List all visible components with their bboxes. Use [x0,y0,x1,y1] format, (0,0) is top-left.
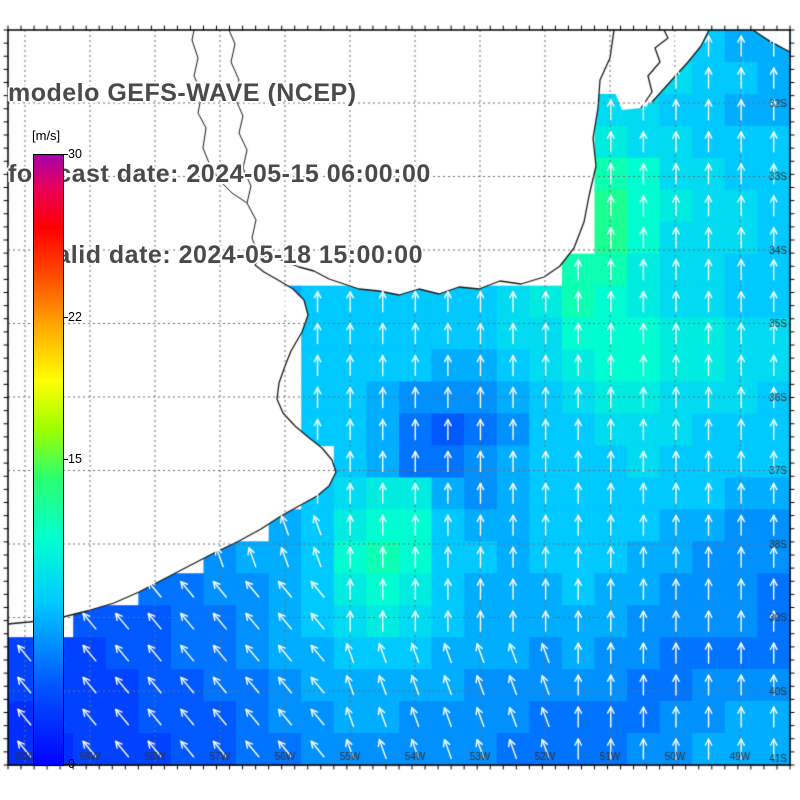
colorbar-tick-label: 22 [68,309,82,324]
colorbar-tick-label: 30 [68,147,82,161]
model-name-title: modelo GEFS-WAVE (NCEP) [8,79,357,107]
colorbar-unit-label: [m/s] [30,128,63,143]
colorbar-tickmark [63,459,68,460]
colorbar-tickmark [63,316,68,318]
colorbar-tickmark [63,764,68,765]
colorbar-tick-label: 15 [68,452,82,466]
colorbar-gradient [33,154,64,766]
colorbar-tick-label: 0 [68,757,75,771]
colorbar: [m/s] 30 22 15 0 [26,128,104,788]
colorbar-tickmark [63,154,68,155]
